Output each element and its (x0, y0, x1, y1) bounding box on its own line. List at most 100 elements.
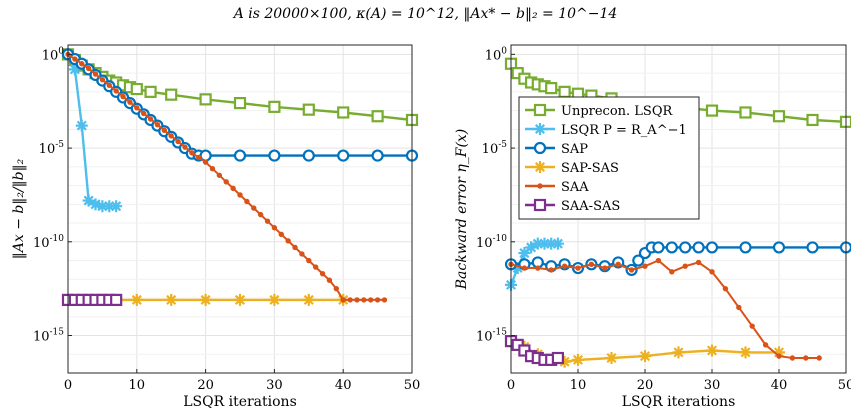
saa-point (251, 205, 257, 211)
left-chart: 0 10 20 30 40 50 100 10-5 10-10 10-15 LSQR iterati… (11, 44, 420, 410)
x-tick-label: 40 (771, 378, 788, 393)
saa-point (85, 65, 92, 72)
saa-point (374, 297, 381, 303)
saa-point (695, 259, 702, 266)
y-tick-label: 10-5 (482, 140, 508, 157)
saa-point (113, 88, 119, 94)
y-tick-label: 100 (485, 46, 508, 63)
saa-point (347, 297, 353, 303)
sap-point (739, 241, 752, 254)
sap-sas-point (130, 293, 143, 306)
unprecon-lsqr-point (268, 100, 281, 113)
legend-label: Unprecon. LSQR (561, 104, 673, 119)
x-axis-label: LSQR iterations (183, 394, 297, 410)
saa-point (736, 304, 742, 311)
legend-label: SAA-SAS (561, 199, 620, 214)
saa-point (292, 244, 298, 251)
lsqr-p-r-a-1-point (538, 237, 551, 250)
sap-sas-point (302, 293, 315, 306)
saa-point (264, 218, 271, 224)
legend-entry-unprecon-lsqr: Unprecon. LSQR (525, 103, 673, 119)
saa-point (312, 264, 319, 270)
saa-point (749, 323, 755, 329)
saa-point (521, 265, 528, 271)
sap-sas-point (672, 346, 685, 359)
saa-sas-point (110, 293, 123, 307)
saa-point (189, 150, 195, 156)
series-saa-sas (61, 293, 123, 307)
x-tick-label: 0 (507, 378, 515, 393)
sap-point (371, 149, 384, 162)
legend-entry-saa-sas: SAA-SAS (525, 198, 620, 214)
saa-point (669, 269, 675, 275)
saa-point (106, 82, 112, 88)
lsqr-p-r-a-1-point (518, 247, 531, 260)
sap-point (302, 149, 315, 162)
saa-point (722, 285, 729, 292)
saa-point (319, 270, 326, 277)
saa-point (368, 297, 374, 303)
saa-point (147, 116, 154, 122)
sap-sas-point (572, 353, 584, 366)
saa-point (333, 285, 340, 292)
lsqr-p-r-a-1-point (545, 237, 558, 250)
saa-point (271, 225, 278, 231)
lsqr-p-r-a-1-point (531, 237, 544, 250)
saa-point (161, 127, 168, 133)
saa-point (223, 179, 229, 185)
lsqr-p-r-a-1-point (551, 237, 564, 250)
sap-point (772, 241, 786, 254)
x-tick-label: 10 (129, 378, 146, 393)
saa-point (762, 342, 769, 348)
saa-point (615, 261, 621, 267)
saa-point (535, 265, 541, 271)
axes-box (67, 44, 413, 374)
unprecon-lsqr-point (705, 104, 719, 117)
unprecon-lsqr-point (545, 82, 558, 95)
saa-point (202, 159, 209, 165)
saa-point (285, 238, 291, 244)
lsqr-p-r-a-1-point (68, 63, 81, 76)
saa-point (628, 267, 635, 273)
saa-point (79, 61, 85, 67)
sap-sas-point (165, 293, 178, 306)
saa-point (642, 263, 648, 269)
legend-label: LSQR P = R_A^−1 (561, 123, 687, 138)
saa-point (709, 269, 715, 275)
legend-entry-sap-sas: SAP-SAS (525, 161, 619, 176)
saa-point (361, 297, 367, 303)
unprecon-lsqr-point (772, 110, 786, 123)
x-tick-label: 50 (838, 378, 851, 393)
saa-point (588, 261, 595, 267)
series-saa-sas (504, 335, 565, 366)
saa-point (140, 110, 147, 117)
x-tick-label: 30 (704, 378, 721, 393)
saa-point (548, 267, 554, 273)
x-tick-label: 20 (197, 378, 214, 393)
lsqr-p-r-a-1-point (96, 200, 109, 213)
sap-sas-point (558, 355, 571, 368)
legend-label: SAA (561, 180, 589, 195)
sap-point (337, 149, 350, 162)
saa-point (354, 297, 360, 303)
sap-sas-point (739, 346, 752, 359)
sap-point (679, 241, 692, 254)
lsqr-p-r-a-1-point (110, 200, 123, 213)
series-saa (508, 257, 822, 361)
saa-point (340, 297, 346, 303)
sap-sas-point (605, 352, 618, 365)
y-tick-label: 10-15 (33, 328, 64, 345)
sap-sas-point (639, 350, 651, 363)
unprecon-lsqr-point (337, 106, 350, 119)
saa-point (776, 353, 782, 359)
series-saa (65, 51, 388, 303)
saa-point (196, 154, 202, 161)
saa-point (175, 138, 181, 145)
saa-point (127, 99, 133, 105)
unprecon-lsqr-point (302, 103, 315, 116)
figure-title: A is 20000×100, κ(A) = 10^12, ‖Ax* − b‖₂… (233, 6, 618, 22)
legend-sap-sas-point (534, 161, 546, 173)
lsqr-p-r-a-1-point (525, 241, 538, 254)
saa-point (120, 93, 126, 100)
